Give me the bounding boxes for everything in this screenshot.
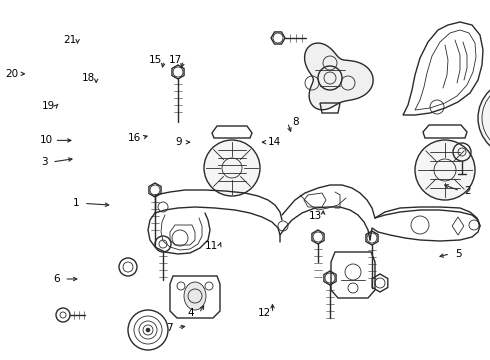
Text: 11: 11 [205, 240, 219, 251]
Text: 18: 18 [81, 73, 95, 84]
Text: 14: 14 [268, 137, 281, 147]
Text: 13: 13 [308, 211, 322, 221]
Text: 7: 7 [166, 323, 172, 333]
Text: 1: 1 [73, 198, 79, 208]
Text: 3: 3 [41, 157, 48, 167]
Circle shape [146, 328, 150, 332]
Text: 16: 16 [127, 132, 141, 143]
Text: 9: 9 [175, 137, 182, 147]
Circle shape [204, 140, 260, 196]
Text: 19: 19 [41, 101, 55, 111]
Text: 20: 20 [6, 69, 19, 79]
Text: 8: 8 [292, 117, 299, 127]
Ellipse shape [184, 282, 206, 310]
Circle shape [478, 80, 490, 156]
Text: 12: 12 [258, 308, 271, 318]
Text: 17: 17 [169, 55, 182, 66]
Text: 5: 5 [455, 249, 462, 259]
Text: 15: 15 [149, 55, 163, 66]
Polygon shape [305, 43, 373, 110]
Text: 6: 6 [53, 274, 60, 284]
Text: 4: 4 [188, 308, 195, 318]
Text: 21: 21 [63, 35, 76, 45]
Text: 2: 2 [465, 186, 471, 196]
Text: 10: 10 [40, 135, 53, 145]
Circle shape [415, 140, 475, 200]
